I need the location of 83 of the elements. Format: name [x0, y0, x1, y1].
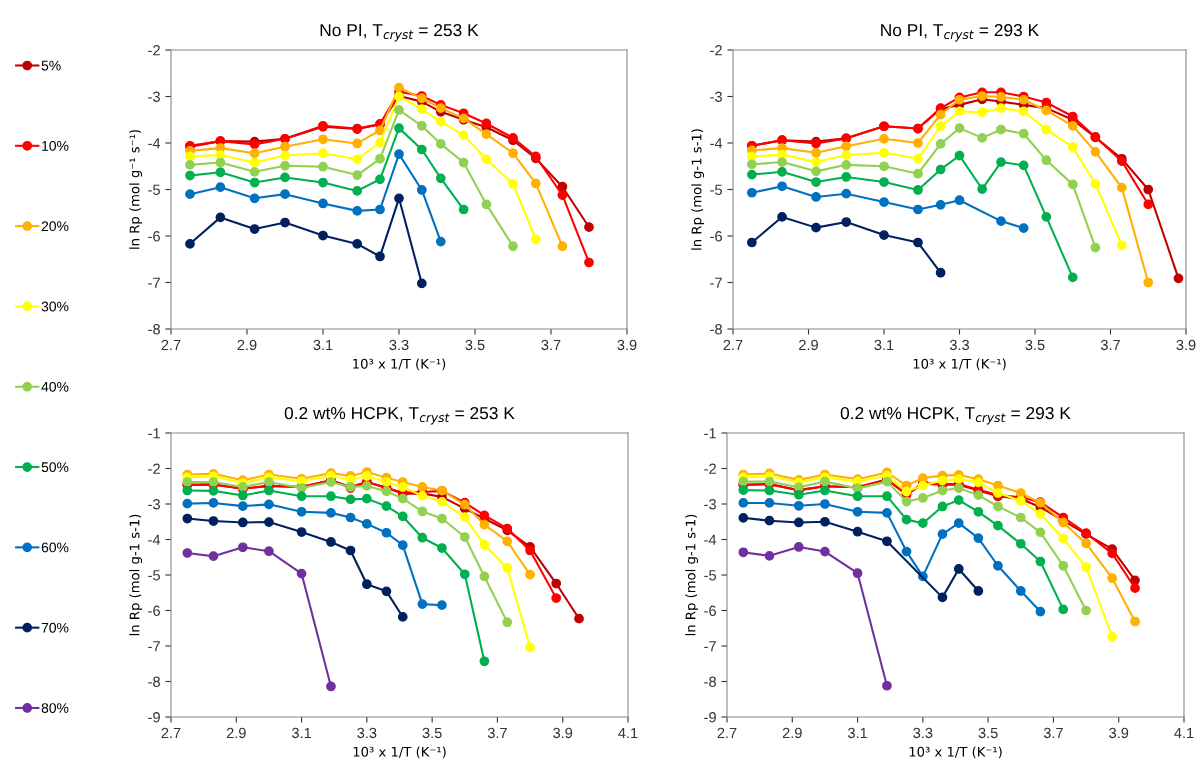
- chart-title: No PI, T$_{cryst}$ = 253 K: [320, 23, 479, 42]
- x-tick-label: 3.3: [357, 727, 377, 739]
- y-tick-label: -6: [148, 605, 160, 616]
- x-tick-label: 2.9: [799, 339, 818, 351]
- y-tick-label: -4: [710, 138, 723, 149]
- x-tick-label: 3.9: [617, 339, 637, 351]
- y-tick-label: -3: [704, 499, 716, 510]
- y-tick-label: -2: [704, 463, 716, 474]
- y-tick-label: -7: [148, 641, 160, 652]
- y-axis-title: ln Rp (mol g⁻¹ s⁻¹): [129, 130, 143, 249]
- y-tick-label: -8: [148, 324, 160, 335]
- y-tick-label: -3: [148, 91, 160, 102]
- x-tick-label: 2.7: [161, 339, 181, 350]
- y-tick-label: -9: [704, 712, 716, 723]
- x-tick-label: 4.1: [618, 727, 638, 738]
- legend-label: 10%: [42, 140, 69, 151]
- y-tick-label: -1: [704, 428, 716, 439]
- x-tick-label: 2.9: [782, 727, 802, 739]
- y-tick-label: -4: [148, 138, 161, 149]
- x-tick-label: 3.7: [1043, 727, 1063, 739]
- x-tick-label: 3.7: [541, 339, 561, 351]
- x-tick-label: 3.9: [1109, 727, 1129, 739]
- y-tick-label: -6: [148, 231, 160, 242]
- x-tick-label: 3.3: [913, 727, 933, 739]
- y-tick-label: -3: [148, 499, 160, 510]
- x-tick-label: 3.3: [949, 339, 969, 351]
- legend-label: 40%: [41, 381, 69, 392]
- y-tick-label: -5: [148, 184, 160, 195]
- x-tick-label: 2.7: [723, 339, 743, 350]
- legend-label: 20%: [41, 221, 69, 232]
- y-tick-label: -2: [148, 45, 160, 56]
- y-tick-label: -8: [710, 324, 722, 335]
- chart-title: No PI, T$_{cryst}$ = 293 K: [881, 23, 1039, 42]
- y-tick-label: -1: [148, 428, 160, 439]
- x-tick-label: 3.7: [1100, 339, 1120, 351]
- legend-label: 70%: [41, 622, 69, 633]
- x-tick-label: 3.1: [291, 727, 311, 739]
- x-axis-title: 10³ x 1/T (K⁻¹): [353, 746, 446, 759]
- y-tick-label: -2: [148, 463, 160, 474]
- chart-title: 0.2 wt% HCPK, T$_{cryst}$ = 293 K: [840, 406, 1071, 425]
- y-tick-label: -5: [704, 570, 716, 581]
- x-axis-title: 10³ x 1/T (K⁻¹): [909, 746, 1002, 759]
- x-tick-label: 3.5: [1025, 339, 1045, 351]
- x-tick-label: 2.9: [226, 727, 246, 739]
- x-tick-label: 3.5: [978, 727, 998, 739]
- x-axis-title: 10³ x 1/T (K⁻¹): [913, 358, 1006, 371]
- legend-label: 50%: [41, 462, 69, 473]
- y-tick-label: -7: [704, 641, 716, 652]
- y-tick-label: -8: [704, 676, 716, 687]
- x-tick-label: 2.7: [161, 727, 181, 738]
- x-tick-label: 3.1: [874, 339, 894, 351]
- x-tick-label: 3.5: [465, 339, 485, 351]
- legend-label: 5%: [41, 60, 61, 71]
- y-tick-label: -6: [710, 231, 722, 242]
- y-tick-label: -7: [710, 277, 722, 288]
- legend-label: 60%: [41, 542, 69, 553]
- y-tick-label: -3: [710, 91, 722, 102]
- x-tick-label: 3.1: [847, 727, 867, 739]
- y-tick-label: -4: [704, 534, 717, 545]
- x-tick-label: 2.7: [717, 727, 737, 738]
- x-tick-label: 4.1: [1174, 727, 1194, 738]
- x-tick-label: 3.9: [1176, 339, 1196, 351]
- y-axis-title: ln Rp (mol g-1 s-1): [129, 514, 143, 636]
- y-tick-label: -9: [148, 712, 160, 723]
- y-axis-title: ln Rp (mol g-1 s-1): [685, 514, 699, 636]
- y-tick-label: -4: [148, 534, 161, 545]
- legend-label: 80%: [41, 703, 69, 713]
- legend-label: 30%: [41, 301, 69, 312]
- x-tick-label: 3.7: [487, 727, 507, 739]
- y-tick-label: -2: [710, 45, 722, 56]
- x-tick-label: 3.3: [389, 339, 409, 351]
- y-axis-title: ln Rp (mol g-1 s-1): [691, 129, 705, 250]
- chart-title: 0.2 wt% HCPK, T$_{cryst}$ = 253 K: [284, 406, 515, 425]
- y-tick-label: -7: [148, 277, 160, 288]
- x-tick-label: 3.9: [553, 727, 573, 739]
- y-tick-label: -5: [148, 570, 160, 581]
- x-tick-label: 3.1: [313, 339, 333, 351]
- y-tick-label: -6: [704, 605, 716, 616]
- x-axis-title: 10³ x 1/T (K⁻¹): [353, 358, 446, 371]
- y-tick-label: -8: [148, 676, 160, 687]
- x-tick-label: 2.9: [237, 339, 257, 351]
- x-tick-label: 3.5: [422, 727, 442, 739]
- y-tick-label: -5: [710, 184, 722, 195]
